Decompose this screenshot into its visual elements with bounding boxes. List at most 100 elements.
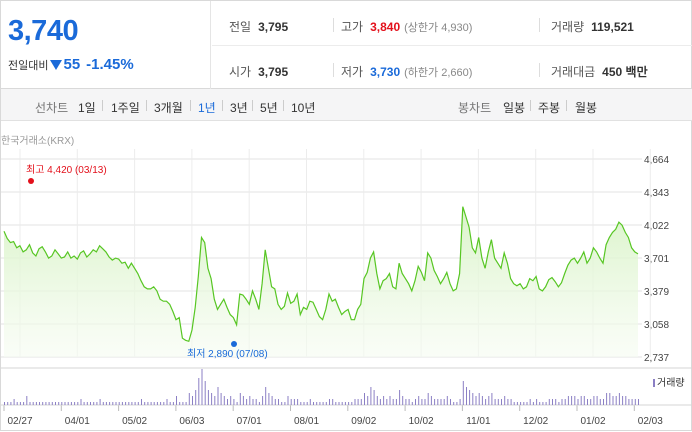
volume-bar bbox=[622, 396, 624, 405]
volume-bar bbox=[402, 396, 404, 405]
volume-bar bbox=[144, 402, 146, 405]
volume-bar bbox=[58, 402, 60, 405]
volume-bar bbox=[42, 402, 44, 405]
volume-bar bbox=[217, 387, 219, 405]
period-3y[interactable]: 3년 bbox=[230, 101, 248, 115]
volume-bar bbox=[536, 399, 538, 405]
volume-bar bbox=[335, 402, 337, 405]
volume-bar bbox=[332, 399, 334, 405]
volume-bar bbox=[26, 396, 28, 405]
volume-bar bbox=[102, 402, 104, 405]
period-5y[interactable]: 5년 bbox=[260, 101, 278, 115]
price-line bbox=[3, 206, 639, 343]
volume-bar bbox=[354, 399, 356, 405]
volume-bar bbox=[421, 399, 423, 405]
volume-bar bbox=[233, 399, 235, 405]
period-3m[interactable]: 3개월 bbox=[154, 101, 183, 115]
volume-bar bbox=[615, 396, 617, 405]
volume-bar bbox=[367, 396, 369, 405]
y-tick-label: 4,022 bbox=[644, 221, 669, 232]
period-1d[interactable]: 1일 bbox=[78, 101, 96, 115]
volume-bar bbox=[574, 396, 576, 405]
volume-bar bbox=[507, 399, 509, 405]
volume-bar bbox=[376, 396, 378, 405]
volume-bar bbox=[634, 399, 636, 405]
volume-bar bbox=[195, 390, 197, 405]
current-price: 3,740 bbox=[8, 15, 79, 47]
upper-limit: (상한가 4,930) bbox=[404, 22, 473, 34]
volume-bar bbox=[227, 399, 228, 405]
x-tick-label: 05/02 bbox=[122, 416, 147, 427]
change-rate: -1.45% bbox=[86, 56, 134, 73]
summary-divider bbox=[212, 45, 692, 46]
volume-bar bbox=[472, 393, 474, 405]
low-annotation: 최저 2,890 (07/08) bbox=[187, 348, 268, 360]
volume-bar bbox=[156, 402, 158, 405]
volume-bar bbox=[603, 399, 604, 405]
toolbar-separator bbox=[222, 100, 223, 111]
toolbar-separator bbox=[566, 100, 567, 111]
period-1y[interactable]: 1년 bbox=[198, 101, 216, 115]
y-tick-label: 3,058 bbox=[644, 320, 669, 331]
volume-bar bbox=[564, 399, 566, 405]
volume-bar bbox=[271, 396, 273, 405]
open-label: 시가 bbox=[229, 65, 252, 79]
candle-daily[interactable]: 일봉 bbox=[503, 101, 526, 115]
volume-bar bbox=[74, 402, 76, 405]
volume-bar bbox=[220, 393, 222, 405]
volume-bar bbox=[32, 402, 34, 405]
volume-bar bbox=[204, 381, 206, 405]
volume-bar bbox=[415, 399, 416, 405]
stat-amount: 거래대금 450 백만 bbox=[551, 63, 648, 80]
volume-bar bbox=[392, 399, 394, 405]
volume-bar bbox=[427, 393, 429, 405]
x-tick-label: 02/03 bbox=[638, 416, 663, 427]
volume-bar bbox=[593, 396, 595, 405]
volume-bar bbox=[408, 399, 410, 405]
price-box: 3,740 전일대비 55 -1.45% bbox=[1, 1, 211, 89]
period-toolbar: 선차트 1일 1주일 3개월 1년 3년 5년 10년 봉차트 일봉 주봉 월봉 bbox=[1, 89, 692, 121]
volume-bar bbox=[383, 396, 385, 405]
volume-bar bbox=[529, 399, 531, 405]
quote-summary: 3,740 전일대비 55 -1.45% 전일 3,795 고가 3,840 (상한가 4… bbox=[1, 1, 692, 89]
volume-bar bbox=[329, 399, 330, 405]
volume-legend: 거래량 bbox=[653, 374, 685, 389]
volume-bar bbox=[242, 396, 244, 405]
volume-bar bbox=[379, 399, 381, 405]
lower-limit: (하한가 2,660) bbox=[404, 67, 473, 79]
volume-bar bbox=[399, 390, 401, 405]
volume-bar bbox=[510, 399, 512, 405]
candle-monthly[interactable]: 월봉 bbox=[575, 101, 598, 115]
candle-weekly[interactable]: 주봉 bbox=[538, 101, 561, 115]
volume-bar bbox=[64, 402, 66, 405]
amount-value: 450 백만 bbox=[602, 65, 648, 79]
volume-bar bbox=[526, 402, 528, 405]
stat-volume: 거래량 119,521 bbox=[551, 18, 634, 35]
divider bbox=[539, 63, 540, 77]
change-label: 전일대비 bbox=[8, 60, 49, 72]
volume-bar bbox=[188, 393, 190, 405]
down-triangle-icon bbox=[50, 60, 63, 70]
volume-bar bbox=[325, 402, 327, 405]
volume-bar bbox=[494, 399, 496, 405]
low-marker bbox=[231, 341, 237, 347]
volume-bar bbox=[309, 399, 311, 405]
volume-bar bbox=[567, 396, 569, 405]
volume-bar bbox=[313, 402, 314, 405]
volume-legend-label: 거래량 bbox=[657, 378, 685, 389]
volume-bar bbox=[583, 396, 585, 405]
stat-prev-close: 전일 3,795 bbox=[229, 18, 288, 35]
x-tick-label: 12/02 bbox=[523, 416, 548, 427]
volume-bar bbox=[481, 396, 483, 405]
period-10y[interactable]: 10년 bbox=[291, 101, 316, 115]
x-tick-label: 06/03 bbox=[179, 416, 204, 427]
volume-bar bbox=[90, 402, 91, 405]
toolbar-separator bbox=[283, 100, 284, 111]
period-1w[interactable]: 1주일 bbox=[111, 101, 140, 115]
y-tick-label: 4,664 bbox=[644, 155, 669, 166]
volume-bar bbox=[284, 402, 286, 405]
volume-bar bbox=[466, 387, 467, 405]
y-tick-label: 4,343 bbox=[644, 188, 669, 199]
volume-bar bbox=[618, 393, 620, 405]
x-tick-label: 04/01 bbox=[65, 416, 90, 427]
